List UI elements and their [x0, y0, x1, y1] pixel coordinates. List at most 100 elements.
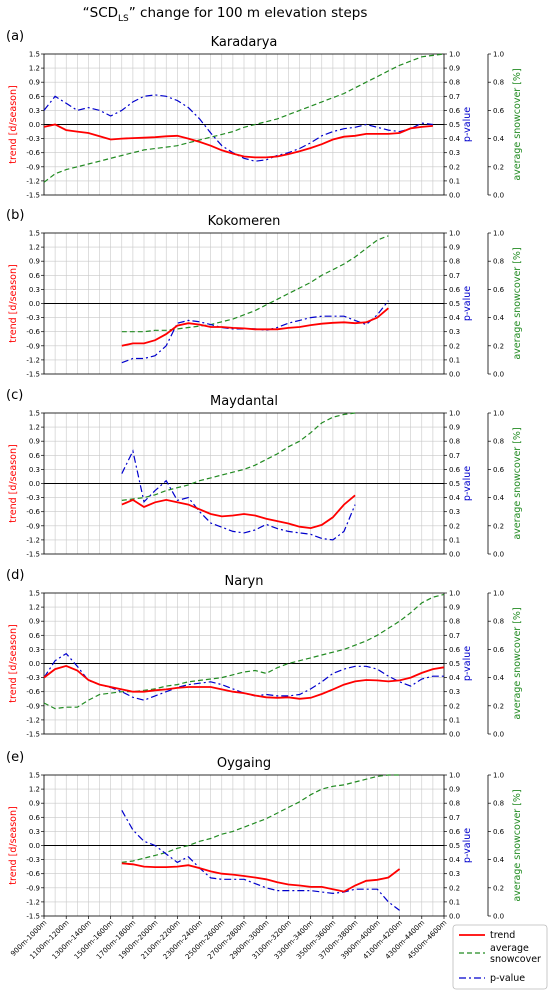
right-tick-label: 0.5: [449, 480, 460, 488]
right-tick-label: 0.8: [449, 79, 460, 87]
snow-tick-label: 1.0: [493, 230, 504, 238]
snow-tick-label: 0.8: [493, 618, 504, 626]
right-tick-label: 0.0: [449, 551, 460, 559]
snow-tick-label: 0.4: [493, 135, 505, 143]
left-tick-label: 0.0: [29, 660, 40, 668]
x-tick-label: 2700m-2800m: [206, 919, 248, 961]
left-tick-label: 0.9: [29, 79, 40, 87]
left-tick-label: 1.5: [29, 410, 40, 418]
left-tick-label: -0.3: [26, 674, 40, 682]
left-tick-label: -1.2: [26, 536, 40, 544]
ylabel-right2: average snowcover [%]: [512, 789, 523, 901]
snow-tick-label: 0.4: [493, 674, 505, 682]
ylabel-left: trend [d/season]: [8, 624, 19, 702]
right-tick-label: 0.3: [449, 508, 460, 516]
snow-tick-label: 0.2: [493, 702, 504, 710]
right-tick-label: 0.7: [449, 814, 460, 822]
left-tick-label: -0.3: [26, 135, 40, 143]
series-line-average-snowcover: [43, 593, 445, 710]
ylabel-right: p-value: [462, 828, 473, 863]
snow-tick-label: 0.8: [493, 258, 504, 266]
x-tick-label: 2900m-3000m: [228, 919, 270, 961]
left-tick-label: 1.5: [29, 230, 40, 238]
right-tick-label: 0.8: [449, 800, 460, 808]
panel-title: Oygaing: [217, 756, 271, 771]
x-tick-label: 1900m-2000m: [117, 919, 159, 961]
left-tick-label: 0.9: [29, 800, 40, 808]
panel-title: Maydantal: [210, 394, 278, 409]
ylabel-left: trend [d/season]: [8, 806, 19, 884]
ylabel-right2: average snowcover [%]: [512, 68, 523, 180]
right-tick-label: 1.0: [449, 772, 460, 780]
snow-tick-label: 0.4: [493, 494, 505, 502]
left-tick-label: 0.0: [29, 480, 40, 488]
left-tick-label: 0.3: [29, 107, 40, 115]
right-tick-label: 0.2: [449, 522, 460, 530]
ylabel-left: trend [d/season]: [8, 444, 19, 522]
right-tick-label: 0.4: [449, 135, 461, 143]
series-line-trend: [43, 664, 445, 700]
series-line-p-value: [121, 449, 356, 541]
snow-tick-label: 1.0: [493, 772, 504, 780]
legend: trend average snowcover p-value: [452, 924, 548, 990]
legend-label: p-value: [490, 973, 525, 984]
left-tick-label: 0.6: [29, 814, 41, 822]
left-tick-label: -0.9: [26, 702, 40, 710]
left-tick-label: 0.9: [29, 618, 40, 626]
left-tick-label: 0.3: [29, 828, 40, 836]
left-tick-label: -1.5: [26, 192, 40, 200]
right-tick-label: 0.6: [449, 828, 461, 836]
right-tick-label: 1.0: [449, 590, 460, 598]
right-tick-label: 0.3: [449, 328, 460, 336]
right-tick-label: 0.7: [449, 632, 460, 640]
right-tick-label: 0.2: [449, 342, 460, 350]
snow-tick-label: 0.6: [493, 466, 505, 474]
x-tick-label: 1100m-1200m: [28, 919, 70, 961]
right-tick-label: 0.3: [449, 149, 460, 157]
ylabel-right2: average snowcover [%]: [512, 427, 523, 539]
ylabel-right: p-value: [462, 646, 473, 681]
left-tick-label: 1.2: [29, 604, 40, 612]
left-tick-label: 0.9: [29, 258, 40, 266]
left-tick-label: 1.2: [29, 65, 40, 73]
left-tick-label: 0.3: [29, 646, 40, 654]
left-tick-label: -1.5: [26, 731, 40, 739]
left-tick-label: -0.9: [26, 163, 40, 171]
ylabel-right: p-value: [462, 107, 473, 142]
panel-letter: (d): [6, 568, 24, 583]
x-tick-label: 3700m-3800m: [317, 919, 359, 961]
left-tick-label: 1.5: [29, 590, 40, 598]
series-line-average-snowcover: [121, 774, 400, 863]
panel-letter: (e): [6, 750, 24, 765]
left-tick-label: 1.5: [29, 772, 40, 780]
x-tick-label: 2100m-2200m: [139, 919, 181, 961]
legend-label: trend: [490, 930, 515, 941]
snow-tick-label: 0.0: [493, 551, 504, 559]
right-tick-label: 0.0: [449, 913, 460, 921]
right-tick-label: 0.1: [449, 716, 460, 724]
right-tick-label: 0.5: [449, 660, 460, 668]
right-tick-label: 0.3: [449, 688, 460, 696]
panel-title: Kokomeren: [208, 214, 281, 229]
x-tick-labels: 900m-1000m1100m-1200m1300m-1400m1500m-16…: [9, 916, 449, 961]
ylabel-left: trend [d/season]: [8, 264, 19, 342]
right-tick-label: 0.9: [449, 244, 460, 252]
left-tick-label: 1.5: [29, 51, 40, 59]
right-tick-label: 0.2: [449, 163, 460, 171]
right-tick-label: 0.9: [449, 604, 460, 612]
legend-label: average snowcover: [490, 943, 541, 965]
chart-panel: (c) Maydantal -1.5 -1.2 -0.9 -0.6 -0.3 0.0 0.3 0.…: [6, 388, 523, 559]
x-tick-label: 1500m-1600m: [73, 919, 115, 961]
left-tick-label: -1.5: [26, 371, 40, 379]
left-tick-label: -0.3: [26, 494, 40, 502]
ylabel-right2: average snowcover [%]: [512, 247, 523, 359]
right-tick-label: 0.1: [449, 898, 460, 906]
snow-tick-label: 0.4: [493, 856, 505, 864]
left-tick-label: 0.6: [29, 93, 41, 101]
figure-title-subscript: LS: [118, 14, 129, 24]
snow-tick-label: 0.2: [493, 163, 504, 171]
panel-letter: (a): [6, 29, 24, 44]
right-tick-label: 0.5: [449, 121, 460, 129]
left-tick-label: -0.6: [26, 328, 40, 336]
